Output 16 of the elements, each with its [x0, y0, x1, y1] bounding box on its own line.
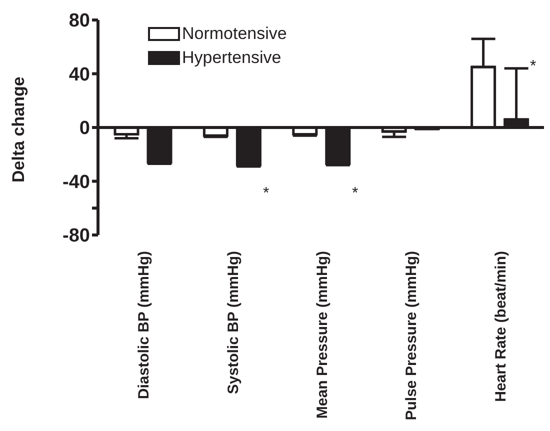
legend-label: Hypertensive	[182, 48, 282, 68]
x-tick-label: Pulse Pressure (mmHg)	[403, 251, 420, 420]
y-tick-label: 0	[79, 118, 90, 140]
y-tick-label: -40	[62, 172, 90, 193]
x-tick-label: Diastolic BP (mmHg)	[136, 251, 153, 400]
y-tick-label: 80	[68, 10, 90, 32]
y-axis-title: Delta change	[9, 76, 28, 182]
annotation: *	[352, 185, 358, 203]
x-tick-label: Mean Pressure (mmHg)	[314, 251, 331, 419]
y-tick-label: 40	[68, 64, 90, 86]
x-tick-label: Systolic BP (mmHg)	[224, 251, 242, 394]
annotation: *	[263, 185, 270, 203]
legend-label: Normotensive	[182, 24, 287, 44]
annotation: *	[530, 58, 536, 76]
x-tick-label: Heart Rate (beat/min)	[492, 251, 510, 402]
y-tick-label: -80	[62, 226, 90, 247]
